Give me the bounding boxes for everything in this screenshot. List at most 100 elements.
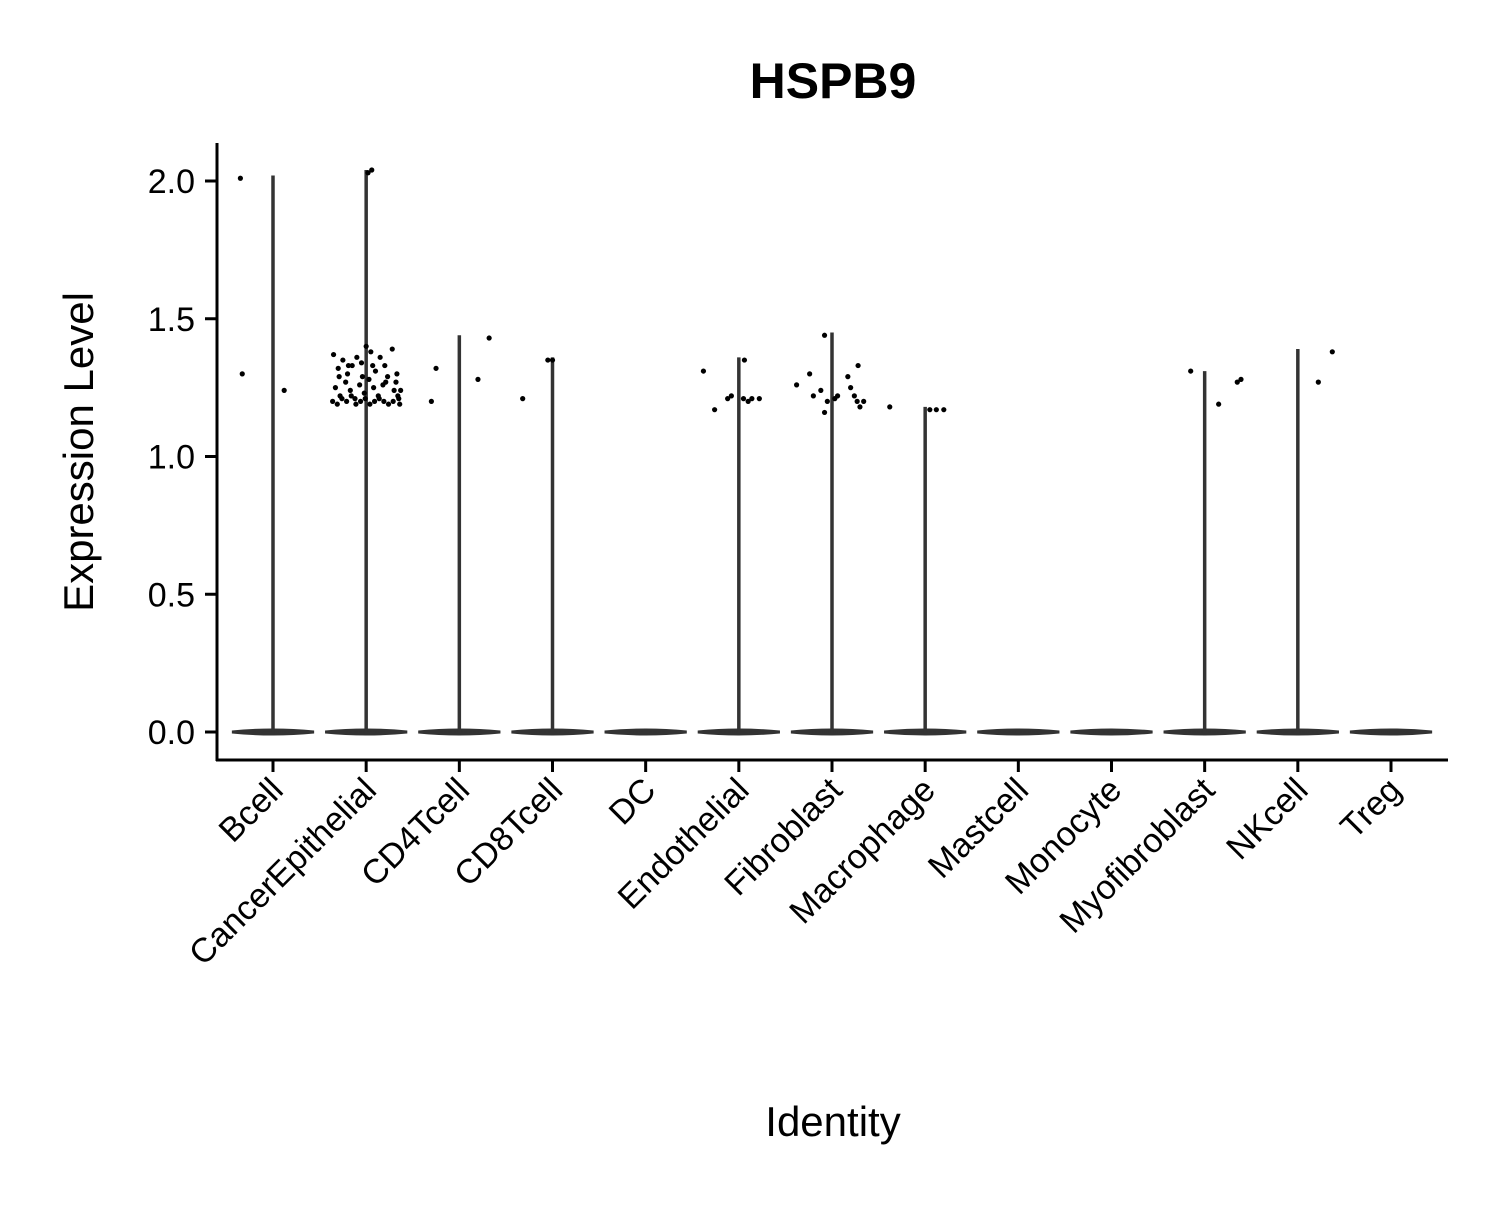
data-point <box>389 346 395 352</box>
data-point <box>383 379 389 385</box>
data-point <box>848 385 854 391</box>
data-point <box>821 409 828 416</box>
data-point <box>520 396 526 402</box>
data-point <box>391 387 397 393</box>
y-tick-label: 0.5 <box>148 576 195 614</box>
data-point <box>281 387 287 393</box>
data-point <box>371 398 378 404</box>
data-point <box>807 371 813 377</box>
data-point <box>390 398 396 404</box>
data-point <box>1329 349 1335 355</box>
data-point <box>344 371 351 377</box>
data-point <box>394 371 400 377</box>
data-point <box>384 374 391 380</box>
y-tick-label: 1.5 <box>148 301 195 339</box>
data-point <box>372 368 379 374</box>
data-point <box>927 407 933 413</box>
violin-base <box>604 728 687 736</box>
data-point <box>335 365 341 371</box>
data-point <box>1315 379 1321 385</box>
y-tick-label: 2.0 <box>148 163 195 201</box>
data-point <box>330 398 336 404</box>
data-point <box>728 393 734 399</box>
data-point <box>851 393 857 399</box>
data-point <box>740 396 747 402</box>
data-point <box>368 349 374 355</box>
data-point <box>854 398 860 404</box>
violin-base <box>977 728 1060 736</box>
data-point <box>941 407 947 413</box>
data-point <box>741 357 748 363</box>
data-point <box>832 396 838 402</box>
data-point <box>332 385 339 391</box>
data-point <box>857 404 863 410</box>
data-point <box>1188 368 1194 374</box>
data-point <box>344 398 350 404</box>
violin-base <box>1349 728 1433 736</box>
data-point <box>382 362 388 369</box>
data-point <box>725 396 731 402</box>
data-point <box>376 396 382 402</box>
data-point <box>395 393 401 399</box>
chart-title: HSPB9 <box>750 53 917 109</box>
data-point <box>369 167 375 173</box>
data-point <box>393 379 399 385</box>
data-point <box>810 393 816 399</box>
data-point <box>339 396 345 402</box>
data-point <box>861 398 867 404</box>
data-point <box>1216 401 1222 407</box>
x-tick-label: Bcell <box>212 771 291 850</box>
data-point <box>359 374 366 380</box>
data-point <box>821 332 828 338</box>
data-point <box>363 343 369 349</box>
y-tick-label: 0.0 <box>148 714 195 752</box>
data-point <box>377 354 383 360</box>
data-point <box>336 374 342 380</box>
data-point <box>845 374 851 380</box>
data-point <box>549 357 556 363</box>
data-point <box>358 360 365 366</box>
data-point <box>371 385 377 391</box>
data-point <box>887 404 893 410</box>
data-point <box>397 401 403 407</box>
data-point <box>1238 376 1244 382</box>
data-point <box>933 407 939 413</box>
data-point <box>239 371 245 377</box>
data-point <box>433 365 439 371</box>
data-point <box>237 175 243 181</box>
data-point <box>370 362 376 369</box>
data-point <box>1234 379 1240 385</box>
data-point <box>348 393 354 399</box>
data-point <box>343 379 349 385</box>
data-point <box>367 401 373 407</box>
violin-base <box>1070 728 1153 736</box>
x-tick-label: DC <box>602 771 664 833</box>
data-point <box>475 376 481 382</box>
data-point <box>486 335 492 341</box>
data-point <box>347 387 353 393</box>
data-point <box>385 401 392 407</box>
data-point <box>381 398 387 404</box>
y-axis-title: Expression Level <box>55 292 102 612</box>
data-point <box>354 354 360 360</box>
data-point <box>824 398 830 404</box>
data-point <box>855 362 861 369</box>
data-point <box>756 396 762 402</box>
data-point <box>352 396 358 402</box>
data-point <box>362 396 368 402</box>
data-point <box>712 407 718 413</box>
x-tick-label: NKcell <box>1219 771 1315 867</box>
y-tick-label: 1.0 <box>148 439 195 477</box>
data-point <box>357 382 363 388</box>
data-point <box>793 382 800 388</box>
data-point <box>818 387 824 393</box>
plot-area: 0.00.51.01.52.0BcellCancerEpithelialCD4T… <box>148 143 1448 973</box>
data-point <box>340 357 346 363</box>
data-point <box>349 362 355 369</box>
x-axis-title: Identity <box>765 1098 900 1145</box>
data-point <box>345 362 352 369</box>
data-point <box>745 398 751 404</box>
data-point <box>353 401 359 407</box>
